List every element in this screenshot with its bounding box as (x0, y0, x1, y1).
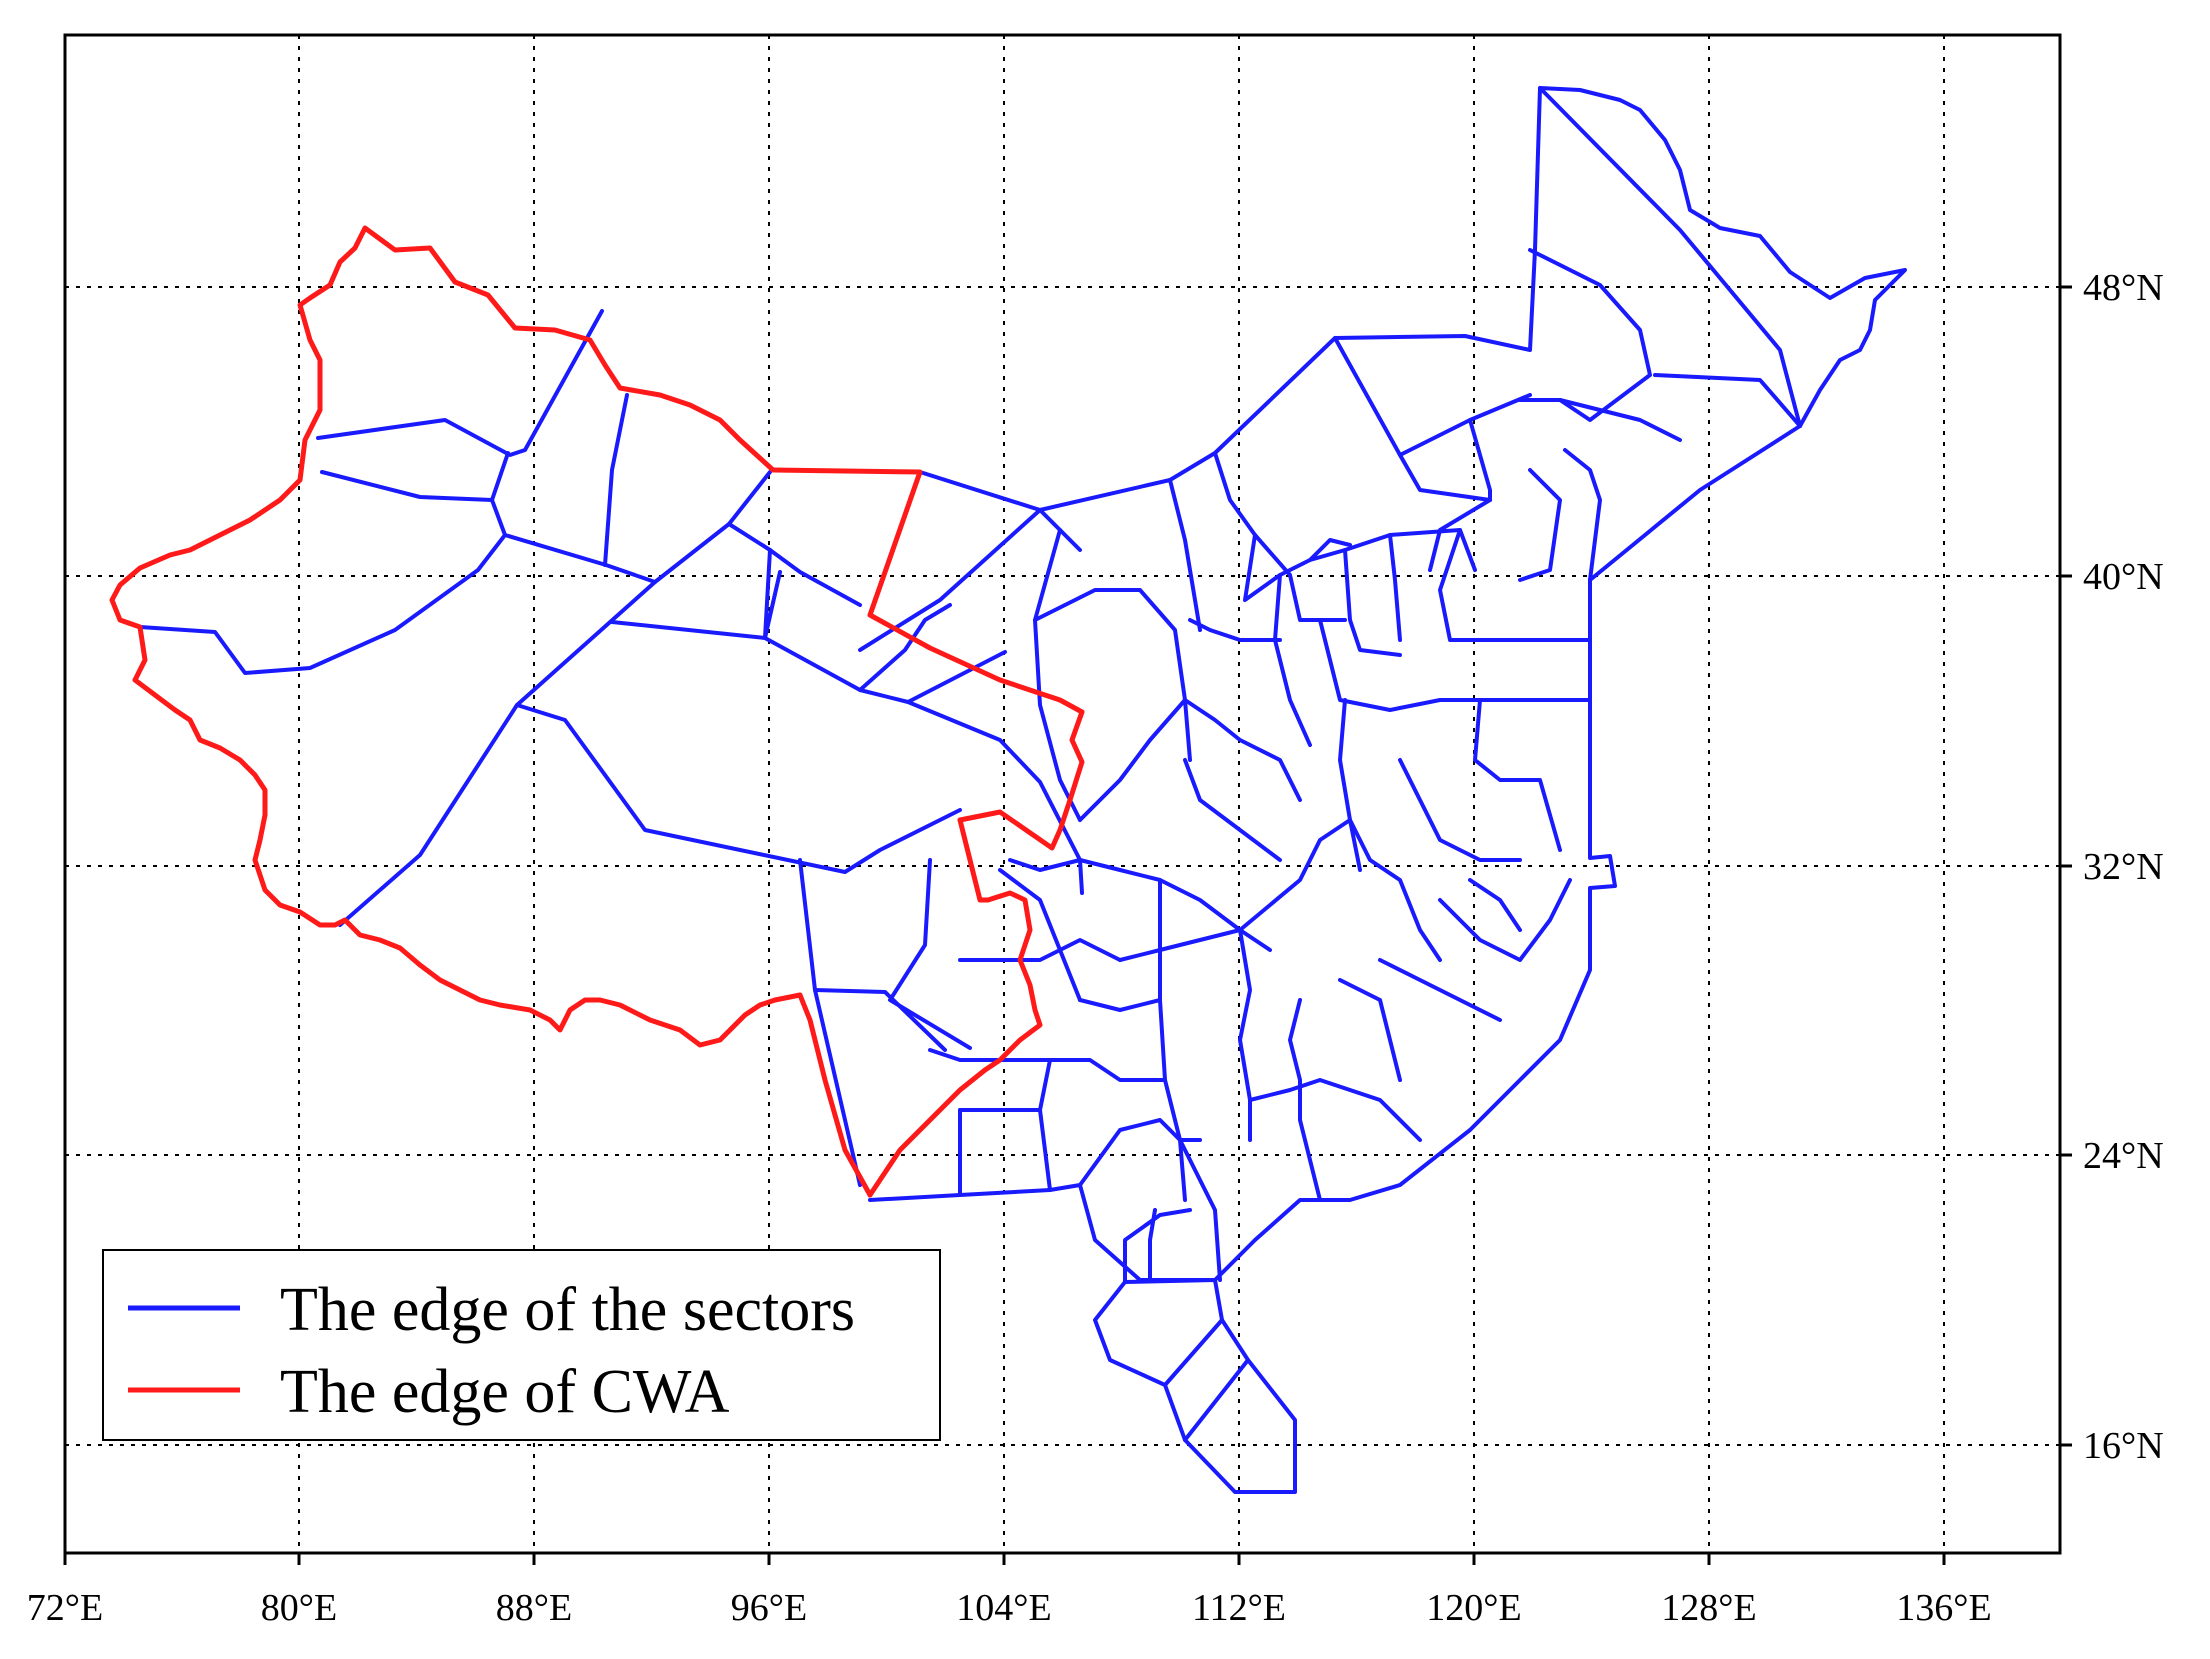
sector-edge (1048, 1058, 1167, 1082)
cwa-boundary (957, 709, 1085, 851)
sector-edge (1308, 538, 1352, 562)
x-tick-label: 80°E (261, 1587, 337, 1629)
x-tick-label: 72°E (27, 1587, 103, 1629)
sector-edge (515, 703, 962, 874)
sector-edge (1213, 451, 1477, 602)
sector-edge (998, 868, 1082, 1002)
x-tick-label: 104°E (956, 1587, 1051, 1629)
sector-edge (1538, 86, 1802, 428)
sector-edge (858, 603, 952, 692)
sector-edge (1558, 398, 1682, 442)
sector-edge (1563, 448, 1602, 582)
sector-edges (138, 86, 1907, 1494)
sector-edge (1078, 998, 1162, 1012)
sector-edge (727, 522, 862, 607)
cwa-boundary (867, 817, 1043, 1198)
sector-edge (1338, 978, 1402, 1082)
sector-edge (858, 508, 1042, 652)
sector-edge (603, 393, 629, 567)
sector-edge (1123, 1208, 1192, 1284)
tick-marks (63, 285, 2072, 1565)
sector-edge (1318, 618, 1592, 712)
sector-edge (338, 580, 657, 927)
sector-edge (610, 620, 1007, 704)
sector-edge (1438, 528, 1592, 642)
sector-edge (1158, 878, 1187, 1202)
y-tick-label: 40°N (2083, 556, 2164, 598)
sector-edge (763, 548, 782, 640)
sector-edge (1168, 478, 1202, 632)
map-frame (63, 33, 2062, 1555)
cwa-edges (109, 225, 1085, 1198)
sector-edge (958, 938, 1122, 962)
sector-edge (1178, 1138, 1222, 1282)
sector-edge (1033, 588, 1192, 762)
sector-edge (1163, 1318, 1224, 1387)
cwa-boundary (109, 225, 803, 1048)
sector-edge (928, 1048, 1052, 1062)
cwa-boundary (797, 992, 873, 1198)
sector-edge (1398, 758, 1522, 862)
sector-edge (1653, 373, 1802, 428)
sector-edge (1468, 878, 1522, 932)
y-tick-labels: 48°N 40°N 32°N 24°N 16°N (2083, 267, 2164, 1467)
sector-edge (1078, 1118, 1202, 1187)
legend-label-cwa: The edge of CWA (280, 1358, 730, 1426)
sector-edge (1288, 998, 1322, 1202)
x-tick-label: 88°E (496, 1587, 572, 1629)
sector-edge (1388, 533, 1402, 642)
sector-edge (1428, 498, 1492, 572)
cwa-boundary (770, 467, 1085, 715)
sector-edge (1438, 878, 1572, 962)
y-tick-label: 32°N (2083, 846, 2164, 888)
sector-edge (1348, 818, 1442, 962)
x-tick-label: 128°E (1661, 1587, 1756, 1629)
sector-boundary (1093, 1278, 1297, 1494)
sector-edge (1033, 528, 1082, 822)
sector-edge (1183, 758, 1282, 862)
sector-edge (1273, 573, 1312, 747)
sector-edge (1078, 698, 1187, 822)
x-tick-label: 96°E (731, 1587, 807, 1629)
sector-edge (1378, 958, 1502, 1022)
legend-box (102, 1249, 941, 1441)
sector-edge (1253, 533, 1347, 622)
legend-label-sectors: The edge of the sectors (280, 1276, 855, 1344)
sector-edge (1343, 548, 1402, 657)
y-tick-label: 16°N (2083, 1425, 2164, 1467)
sector-edge (888, 858, 972, 1050)
sector-edge (1238, 928, 1252, 1142)
sector-edge (1008, 858, 1272, 952)
sector-edge (1183, 1358, 1250, 1442)
x-tick-labels: 72°E 80°E 88°E 96°E 104°E 112°E 120°E 12… (27, 1587, 1992, 1629)
sector-edge (813, 988, 947, 1052)
sector-edge (316, 309, 604, 457)
sector-edge (1038, 1058, 1052, 1192)
y-tick-label: 48°N (2083, 267, 2164, 309)
sector-boundary (771, 86, 1907, 582)
sector-edge (906, 700, 1084, 895)
sector-edge (1188, 618, 1282, 642)
sector-edge (1518, 248, 1652, 422)
x-tick-label: 120°E (1426, 1587, 1521, 1629)
legend: The edge of the sectors The edge of CWA (102, 1249, 941, 1441)
sector-edge (1248, 1078, 1422, 1142)
sector-edge (320, 451, 510, 502)
sector-edge (1518, 468, 1562, 582)
x-tick-label: 136°E (1896, 1587, 1991, 1629)
sector-edge (1118, 928, 1242, 962)
sector-edge (1338, 698, 1362, 872)
sector-edge (1333, 336, 1532, 457)
sector-boundary (868, 578, 1617, 1282)
sector-edge (1238, 818, 1352, 932)
sector-edge (1183, 698, 1302, 802)
sector-edge (1473, 698, 1562, 852)
y-tick-label: 24°N (2083, 1135, 2164, 1177)
sector-edge (138, 498, 507, 675)
x-tick-label: 112°E (1192, 1587, 1286, 1629)
